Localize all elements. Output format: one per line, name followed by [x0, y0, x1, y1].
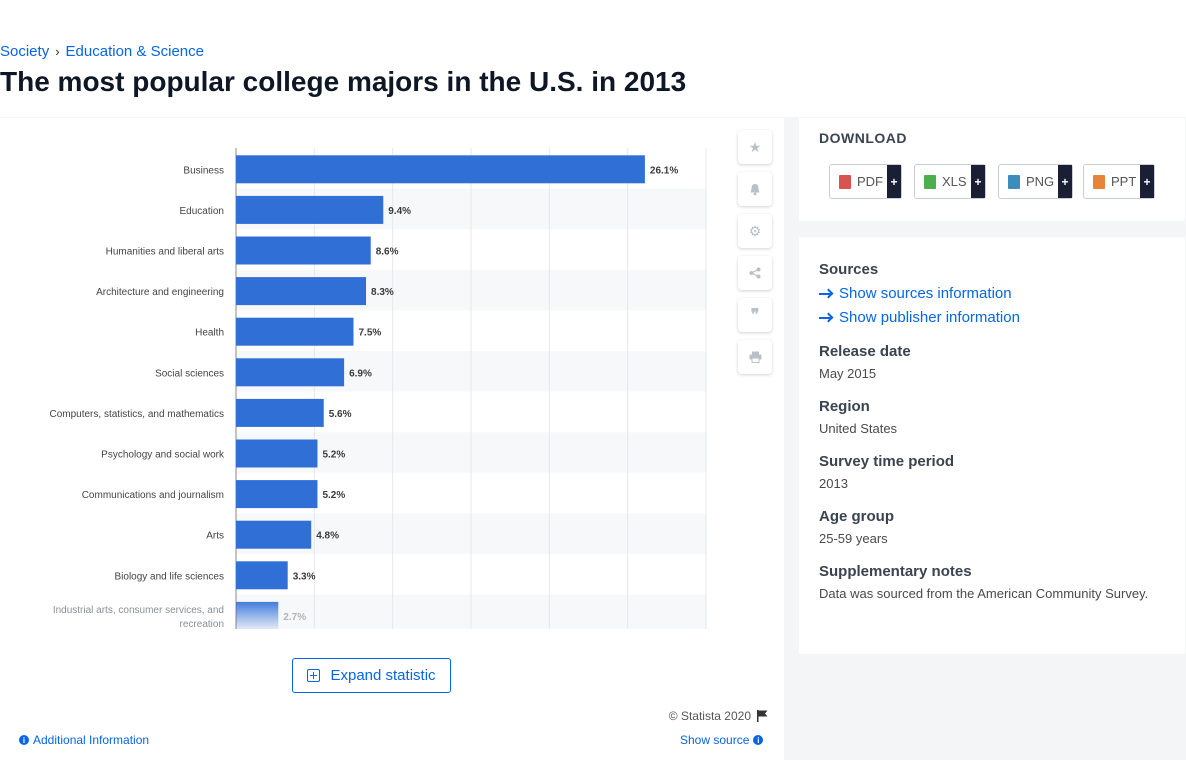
download-png-plus[interactable]: +: [1058, 165, 1072, 198]
info-icon: i: [19, 735, 29, 745]
data-label: 26.1%: [650, 165, 678, 176]
download-xls-label: XLS: [942, 174, 967, 189]
category-label: Social sciences: [155, 368, 224, 379]
additional-information-link[interactable]: i Additional Information: [19, 733, 149, 747]
age-group-value: 25-59 years: [819, 531, 888, 546]
download-pdf-button[interactable]: PDF +: [829, 164, 902, 199]
download-xls-button[interactable]: XLS +: [914, 164, 986, 199]
show-publisher-link[interactable]: Show publisher information: [819, 309, 1020, 326]
bar[interactable]: [236, 398, 324, 427]
bar[interactable]: [236, 520, 312, 549]
data-label: 5.6%: [329, 409, 352, 420]
download-xls-plus[interactable]: +: [971, 165, 985, 198]
show-sources-label: Show sources information: [839, 285, 1012, 302]
bar[interactable]: [236, 317, 354, 346]
download-ppt-label: PPT: [1111, 174, 1137, 189]
breadcrumb-separator: ›: [55, 44, 60, 59]
breadcrumb: Society › Education & Science: [0, 43, 204, 60]
download-title: DOWNLOAD: [819, 130, 907, 146]
category-label: Health: [195, 328, 224, 339]
bar[interactable]: [236, 480, 318, 509]
supplementary-notes-heading: Supplementary notes: [819, 563, 972, 580]
download-ppt-button[interactable]: PPT +: [1083, 164, 1155, 199]
bar-chart: 26.1% Business 9.4% Education 8.6% Humanities…: [49, 148, 707, 630]
share-icon[interactable]: [738, 256, 772, 290]
category-label: Business: [183, 165, 224, 176]
download-png-label: PNG: [1026, 174, 1055, 189]
category-label: Computers, statistics, and mathematics: [49, 409, 224, 420]
data-label: 7.5%: [359, 328, 382, 339]
release-date-value: May 2015: [819, 366, 877, 381]
download-pdf-plus[interactable]: +: [887, 165, 901, 198]
gear-icon[interactable]: ⚙: [738, 214, 772, 248]
data-label: 5.2%: [322, 450, 345, 461]
category-label: Architecture and engineering: [96, 287, 224, 298]
data-label: 4.8%: [316, 531, 339, 542]
xls-file-icon: [924, 174, 936, 189]
download-card: DOWNLOAD PDF + XLS + PNG + PPT +: [799, 118, 1185, 221]
data-label: 3.3%: [293, 571, 316, 582]
breadcrumb-education-science[interactable]: Education & Science: [65, 43, 204, 60]
bar[interactable]: [236, 358, 345, 387]
expand-statistic-button[interactable]: Expand statistic: [292, 658, 451, 693]
page-title: The most popular college majors in the U…: [0, 66, 687, 97]
arrow-right-icon: [819, 316, 831, 319]
data-label: 6.9%: [349, 368, 372, 379]
category-label: Education: [180, 206, 224, 217]
bar[interactable]: [236, 277, 367, 306]
show-source-link[interactable]: Show source i: [680, 733, 764, 747]
survey-period-value: 2013: [819, 476, 848, 491]
data-label: 9.4%: [388, 206, 411, 217]
category-label: Biology and life sciences: [114, 571, 224, 582]
expand-statistic-label: Expand statistic: [330, 667, 436, 684]
release-date-heading: Release date: [819, 343, 911, 360]
plus-square-icon: [307, 669, 321, 682]
download-png-button[interactable]: PNG +: [998, 164, 1073, 199]
sources-heading: Sources: [819, 261, 879, 278]
region-heading: Region: [819, 398, 870, 415]
flag-icon[interactable]: [757, 710, 768, 722]
metadata-card: Sources Show sources information Show pu…: [799, 237, 1185, 654]
category-label: Communications and journalism: [82, 490, 224, 501]
ppt-file-icon: [1093, 174, 1105, 189]
bar[interactable]: [236, 155, 645, 184]
download-pdf-label: PDF: [857, 174, 883, 189]
age-group-heading: Age group: [819, 508, 894, 525]
copyright: © Statista 2020: [669, 709, 768, 723]
copyright-text: © Statista 2020: [668, 709, 751, 723]
bar[interactable]: [236, 439, 318, 468]
category-label: Psychology and social work: [101, 450, 225, 461]
bar[interactable]: [236, 561, 288, 590]
region-value: United States: [819, 421, 898, 436]
data-label: 8.3%: [371, 287, 394, 298]
bell-icon[interactable]: [738, 172, 772, 206]
page-header: Society › Education & Science The most p…: [0, 0, 1186, 117]
show-source-label: Show source: [680, 733, 750, 747]
quote-icon[interactable]: ❞: [738, 298, 772, 332]
category-label: Arts: [206, 531, 224, 542]
show-sources-link[interactable]: Show sources information: [819, 285, 1012, 302]
chart-card: 26.1% Business 9.4% Education 8.6% Humanities…: [0, 118, 784, 760]
data-label: 2.7%: [283, 612, 306, 623]
data-label: 8.6%: [376, 247, 399, 258]
png-file-icon: [1008, 174, 1020, 189]
survey-period-heading: Survey time period: [819, 453, 955, 470]
data-label: 5.2%: [322, 490, 345, 501]
download-ppt-plus[interactable]: +: [1140, 165, 1154, 198]
pdf-file-icon: [839, 174, 851, 189]
supplementary-notes-value: Data was sourced from the American Commu…: [819, 586, 1149, 601]
bar[interactable]: [236, 601, 279, 629]
breadcrumb-society[interactable]: Society: [0, 43, 50, 60]
bar[interactable]: [236, 195, 384, 224]
star-icon[interactable]: ★: [738, 130, 772, 164]
bar[interactable]: [236, 236, 371, 265]
arrow-right-icon: [819, 292, 831, 295]
print-icon[interactable]: [738, 340, 772, 374]
info-icon: i: [753, 735, 764, 745]
show-publisher-label: Show publisher information: [839, 309, 1020, 326]
category-label: Humanities and liberal arts: [106, 247, 224, 258]
category-label: Industrial arts, consumer services, and r…: [53, 605, 224, 630]
additional-information-label: Additional Information: [33, 733, 150, 747]
